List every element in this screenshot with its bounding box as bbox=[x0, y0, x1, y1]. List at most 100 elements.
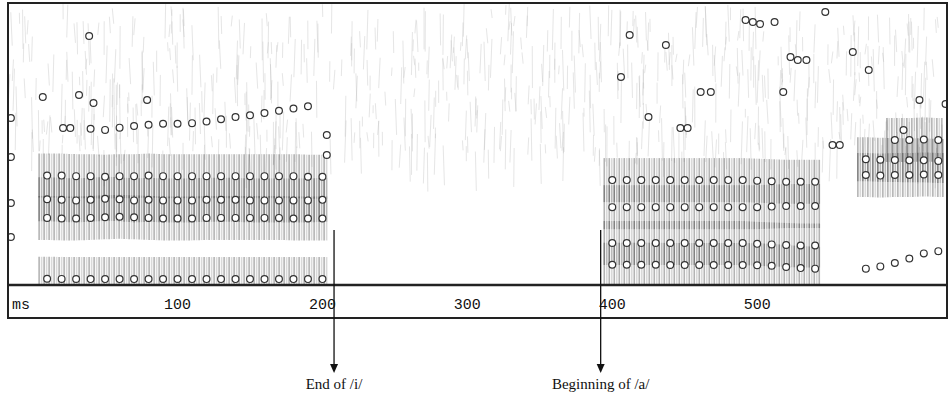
circle-point bbox=[696, 240, 703, 247]
circle-point bbox=[203, 214, 210, 221]
noise-streak bbox=[504, 79, 506, 112]
noise-streak bbox=[728, 5, 729, 42]
noise-streak bbox=[11, 12, 12, 45]
noise-streak bbox=[764, 131, 765, 162]
noise-streak bbox=[450, 35, 451, 69]
noise-streak bbox=[415, 20, 416, 34]
circle-point bbox=[145, 121, 152, 128]
energy-striation bbox=[733, 158, 735, 202]
circle-point bbox=[102, 195, 109, 202]
energy-striation bbox=[633, 158, 635, 202]
noise-streak bbox=[764, 76, 766, 98]
noise-streak bbox=[758, 107, 759, 145]
noise-streak bbox=[627, 45, 628, 79]
energy-striation bbox=[156, 257, 158, 285]
noise-streak bbox=[534, 99, 535, 120]
noise-streak bbox=[678, 132, 679, 158]
noise-streak bbox=[712, 131, 713, 158]
circle-point bbox=[862, 156, 869, 163]
noise-streak bbox=[414, 56, 415, 65]
noise-streak bbox=[172, 21, 174, 44]
noise-streak bbox=[798, 113, 799, 124]
noise-streak bbox=[104, 21, 105, 55]
noise-streak bbox=[778, 56, 779, 65]
noise-streak bbox=[854, 21, 855, 36]
noise-streak bbox=[823, 137, 824, 149]
noise-streak bbox=[430, 115, 431, 147]
noise-streak bbox=[12, 60, 13, 81]
energy-striation bbox=[271, 257, 273, 285]
circle-point bbox=[247, 173, 254, 180]
energy-striation bbox=[171, 154, 173, 198]
noise-streak bbox=[234, 77, 235, 103]
noise-streak bbox=[93, 69, 95, 86]
noise-streak bbox=[718, 134, 719, 155]
circle-point bbox=[174, 197, 181, 204]
circle-point bbox=[102, 276, 109, 283]
noise-streak bbox=[393, 31, 394, 53]
noise-streak bbox=[924, 62, 925, 98]
energy-striation bbox=[171, 257, 173, 285]
noise-streak bbox=[177, 42, 178, 67]
circle-point bbox=[768, 241, 775, 248]
noise-streak bbox=[129, 58, 130, 84]
noise-streak bbox=[261, 96, 263, 123]
noise-streak bbox=[90, 39, 92, 63]
circle-point bbox=[754, 177, 761, 184]
circle-point bbox=[86, 33, 93, 40]
noise-streak bbox=[435, 91, 436, 107]
plot-background bbox=[8, 3, 947, 285]
noise-streak bbox=[504, 55, 505, 66]
energy-striation bbox=[301, 257, 303, 285]
energy-striation bbox=[886, 118, 888, 162]
energy-striation bbox=[326, 257, 328, 285]
noise-streak bbox=[535, 103, 536, 124]
energy-striation bbox=[791, 223, 793, 267]
energy-striation bbox=[71, 257, 73, 285]
noise-streak bbox=[617, 63, 619, 99]
noise-streak bbox=[878, 46, 879, 65]
noise-streak bbox=[215, 108, 216, 129]
noise-streak bbox=[554, 43, 555, 70]
noise-streak bbox=[730, 110, 731, 143]
circle-point bbox=[865, 67, 872, 74]
noise-streak bbox=[411, 32, 413, 75]
noise-streak bbox=[212, 74, 214, 114]
noise-streak bbox=[548, 71, 550, 97]
noise-streak bbox=[143, 37, 145, 53]
energy-striation bbox=[83, 154, 85, 198]
energy-striation bbox=[243, 154, 245, 198]
energy-striation bbox=[138, 154, 140, 198]
circle-point bbox=[935, 158, 942, 165]
noise-streak bbox=[384, 92, 386, 106]
circle-point bbox=[276, 107, 283, 114]
circle-point bbox=[102, 126, 109, 133]
noise-streak bbox=[814, 24, 815, 52]
energy-striation bbox=[661, 158, 663, 202]
noise-streak bbox=[779, 101, 781, 132]
energy-striation bbox=[703, 158, 705, 202]
noise-streak bbox=[808, 63, 809, 88]
noise-streak bbox=[714, 55, 715, 82]
noise-streak bbox=[169, 48, 171, 60]
circle-point bbox=[783, 242, 790, 249]
circle-point bbox=[652, 177, 659, 184]
noise-streak bbox=[907, 24, 908, 36]
circle-point bbox=[906, 157, 913, 164]
circle-point bbox=[696, 204, 703, 211]
noise-streak bbox=[367, 60, 369, 86]
circle-point bbox=[920, 157, 927, 164]
energy-striation bbox=[857, 137, 859, 181]
noise-streak bbox=[558, 66, 560, 75]
annotation-arrow bbox=[333, 230, 334, 366]
energy-striation bbox=[141, 257, 143, 285]
noise-streak bbox=[802, 37, 803, 51]
circle-point bbox=[247, 197, 254, 204]
noise-streak bbox=[637, 138, 638, 155]
noise-streak bbox=[636, 15, 637, 42]
noise-streak bbox=[132, 16, 134, 47]
noise-streak bbox=[134, 18, 135, 35]
circle-point bbox=[754, 204, 761, 211]
noise-streak bbox=[574, 56, 575, 93]
noise-streak bbox=[643, 55, 644, 96]
